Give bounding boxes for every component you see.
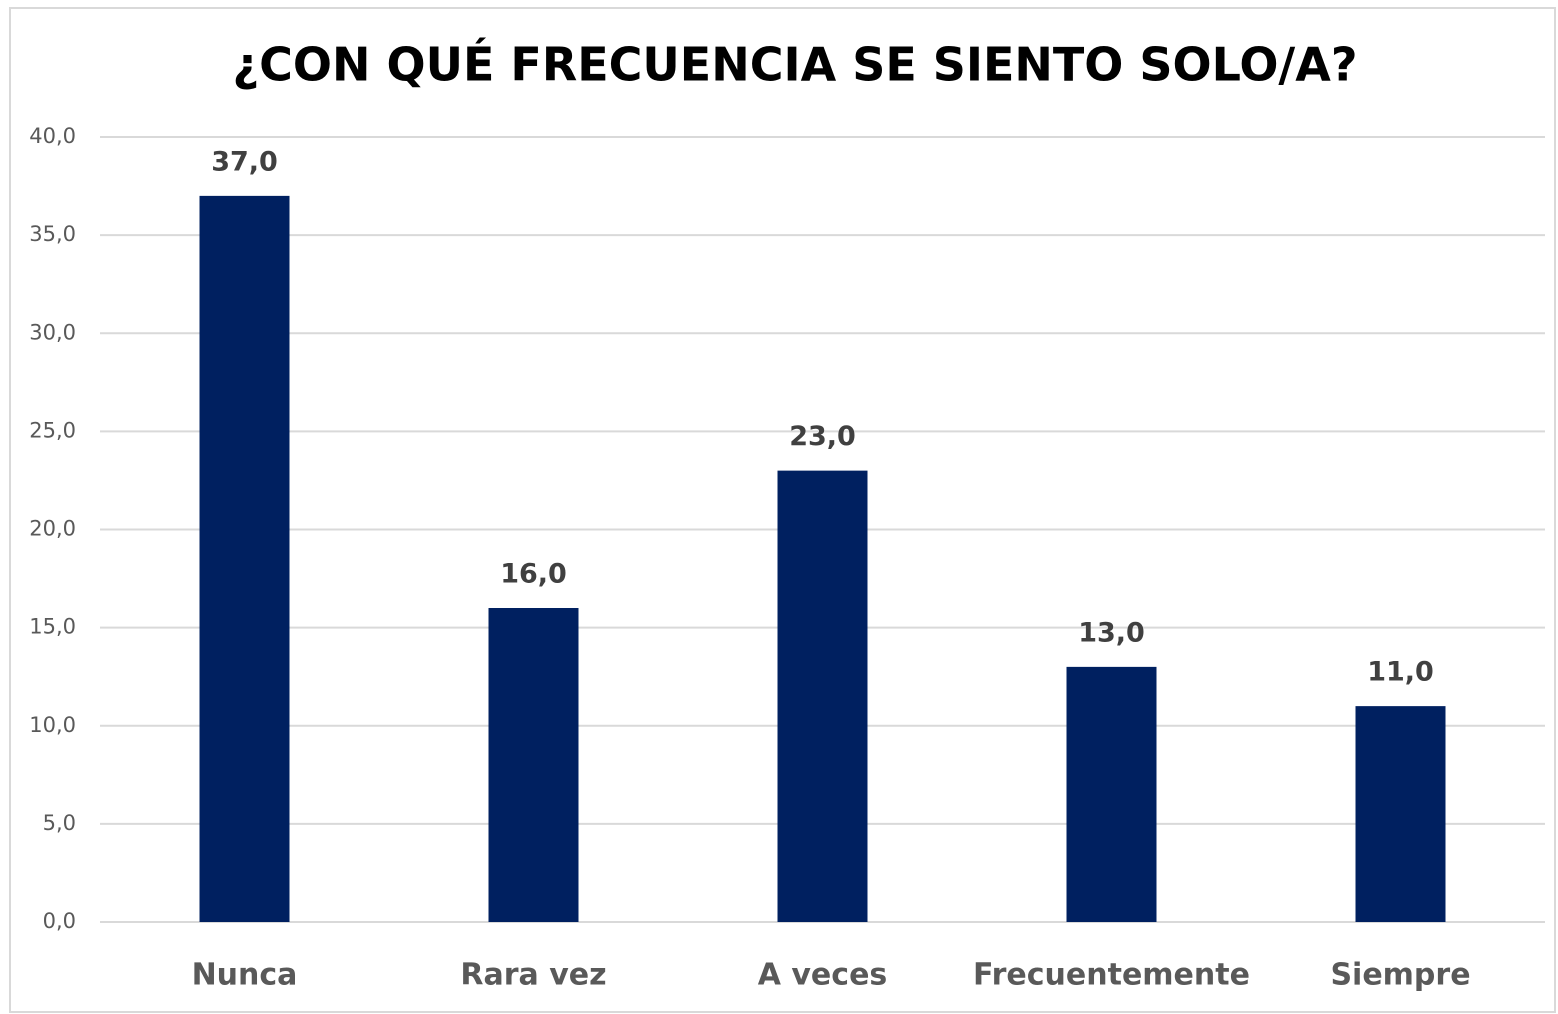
y-tick-label: 35,0 xyxy=(29,222,76,246)
y-tick-label: 30,0 xyxy=(29,320,76,344)
x-tick-label: Frecuentemente xyxy=(973,958,1250,993)
y-tick-label: 40,0 xyxy=(29,124,76,148)
y-tick-label: 10,0 xyxy=(29,713,76,737)
y-tick-label: 25,0 xyxy=(29,418,76,442)
data-label: 37,0 xyxy=(211,146,278,177)
data-label: 16,0 xyxy=(500,559,567,590)
data-label: 13,0 xyxy=(1078,617,1145,648)
bar xyxy=(1066,666,1157,922)
bar xyxy=(488,608,579,922)
y-tick-label: 0,0 xyxy=(43,909,76,933)
chart-title: ¿CON QUÉ FRECUENCIA SE SIENTO SOLO/A? xyxy=(232,38,1357,92)
x-tick-label: Rara vez xyxy=(460,958,606,993)
x-tick-label: A veces xyxy=(758,958,888,993)
data-label: 23,0 xyxy=(789,421,856,452)
data-label: 11,0 xyxy=(1367,657,1434,688)
y-tick-label: 5,0 xyxy=(43,811,76,835)
bar xyxy=(777,470,868,922)
y-tick-label: 20,0 xyxy=(29,517,76,541)
x-tick-label: Nunca xyxy=(192,958,298,993)
bar xyxy=(1355,706,1446,922)
y-tick-label: 15,0 xyxy=(29,615,76,639)
bar xyxy=(199,195,290,922)
x-tick-label: Siempre xyxy=(1330,958,1470,993)
